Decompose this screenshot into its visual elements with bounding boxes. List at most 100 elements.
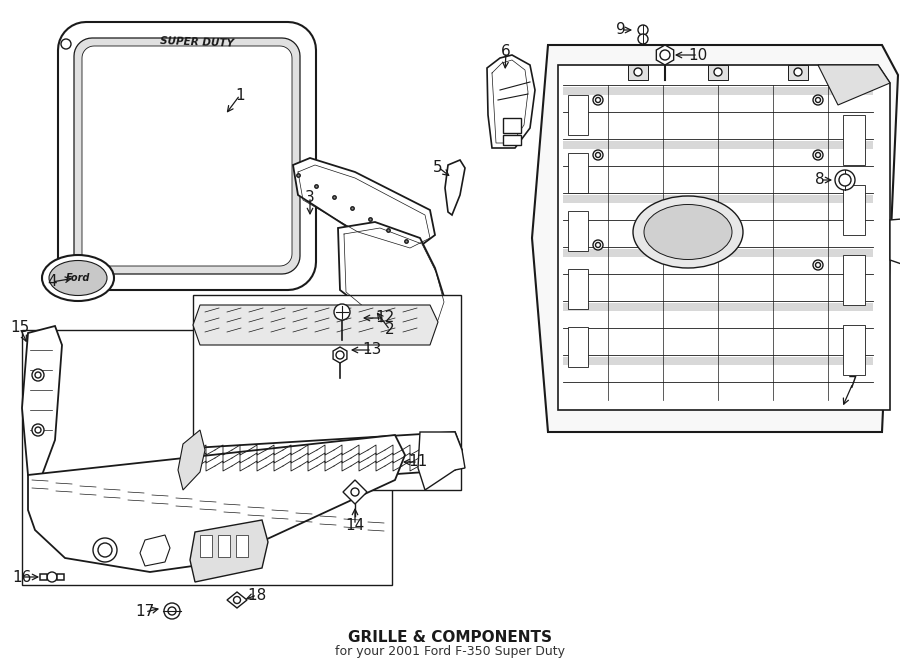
Polygon shape (28, 435, 405, 572)
Polygon shape (140, 535, 170, 566)
Circle shape (334, 304, 350, 320)
Polygon shape (58, 22, 316, 290)
Ellipse shape (49, 260, 107, 295)
Bar (22, 330, 392, 585)
Circle shape (839, 174, 851, 186)
Circle shape (593, 95, 603, 105)
Polygon shape (40, 574, 47, 580)
Circle shape (233, 596, 240, 603)
Circle shape (32, 424, 44, 436)
Circle shape (815, 153, 821, 157)
Text: GRILLE & COMPONENTS: GRILLE & COMPONENTS (348, 631, 552, 646)
Circle shape (813, 260, 823, 270)
Bar (563, 249, 873, 257)
Circle shape (596, 153, 600, 157)
Text: 18: 18 (248, 588, 266, 602)
Bar (568, 211, 588, 251)
Text: Ford: Ford (66, 273, 90, 283)
Polygon shape (333, 347, 346, 363)
Text: 8: 8 (815, 173, 824, 188)
Circle shape (794, 68, 802, 76)
Circle shape (714, 68, 722, 76)
Text: 14: 14 (346, 518, 365, 533)
Polygon shape (186, 432, 462, 488)
Bar (563, 357, 873, 365)
Circle shape (35, 427, 41, 433)
Text: 16: 16 (13, 570, 32, 584)
Bar (563, 87, 873, 95)
Bar (843, 325, 865, 375)
Circle shape (47, 572, 57, 582)
Bar (236, 535, 248, 557)
Circle shape (813, 95, 823, 105)
Circle shape (336, 351, 344, 359)
Bar (503, 118, 521, 133)
Text: 15: 15 (11, 321, 30, 336)
Circle shape (638, 25, 648, 35)
Polygon shape (628, 65, 648, 80)
Circle shape (61, 39, 71, 49)
Text: 6: 6 (501, 44, 511, 59)
Polygon shape (445, 160, 465, 215)
Circle shape (593, 240, 603, 250)
Text: 3: 3 (305, 190, 315, 204)
Polygon shape (338, 222, 445, 340)
Circle shape (596, 243, 600, 247)
Bar (843, 255, 865, 305)
Text: 11: 11 (409, 455, 428, 469)
Polygon shape (178, 430, 205, 490)
Polygon shape (487, 55, 535, 148)
Text: 2: 2 (385, 323, 395, 338)
Text: 9: 9 (616, 22, 625, 38)
Circle shape (813, 150, 823, 160)
Polygon shape (818, 65, 890, 105)
Bar (568, 153, 588, 193)
Text: for your 2001 Ford F-350 Super Duty: for your 2001 Ford F-350 Super Duty (335, 646, 565, 658)
Circle shape (634, 68, 642, 76)
Circle shape (815, 262, 821, 268)
Polygon shape (788, 65, 808, 80)
Bar (568, 327, 588, 367)
Circle shape (596, 98, 600, 102)
Circle shape (164, 603, 180, 619)
Circle shape (32, 369, 44, 381)
Polygon shape (227, 592, 247, 608)
Circle shape (35, 372, 41, 378)
Bar (843, 185, 865, 235)
Bar (503, 135, 521, 145)
Circle shape (168, 607, 176, 615)
Polygon shape (890, 218, 900, 268)
Circle shape (660, 50, 670, 60)
Ellipse shape (633, 196, 743, 268)
Polygon shape (532, 45, 898, 432)
Polygon shape (22, 326, 62, 475)
Text: 4: 4 (47, 274, 57, 290)
Bar (568, 95, 588, 135)
Polygon shape (558, 65, 890, 410)
Polygon shape (190, 520, 268, 582)
Circle shape (835, 170, 855, 190)
Bar (568, 269, 588, 309)
Text: 7: 7 (848, 375, 858, 391)
Text: 13: 13 (363, 342, 382, 358)
Ellipse shape (644, 204, 732, 260)
Circle shape (593, 150, 603, 160)
Circle shape (98, 543, 112, 557)
Polygon shape (708, 65, 728, 80)
Polygon shape (74, 38, 300, 274)
Bar (200, 535, 212, 557)
Bar (563, 195, 873, 203)
Polygon shape (418, 432, 465, 490)
Polygon shape (656, 45, 674, 65)
Polygon shape (293, 158, 435, 250)
Bar (843, 115, 865, 165)
Polygon shape (343, 480, 367, 504)
Polygon shape (82, 46, 292, 266)
Circle shape (351, 488, 359, 496)
Ellipse shape (42, 255, 114, 301)
Bar (563, 141, 873, 149)
Bar (218, 535, 230, 557)
Text: SUPER DUTY: SUPER DUTY (160, 36, 234, 48)
Text: 10: 10 (688, 48, 707, 63)
Bar (563, 303, 873, 311)
